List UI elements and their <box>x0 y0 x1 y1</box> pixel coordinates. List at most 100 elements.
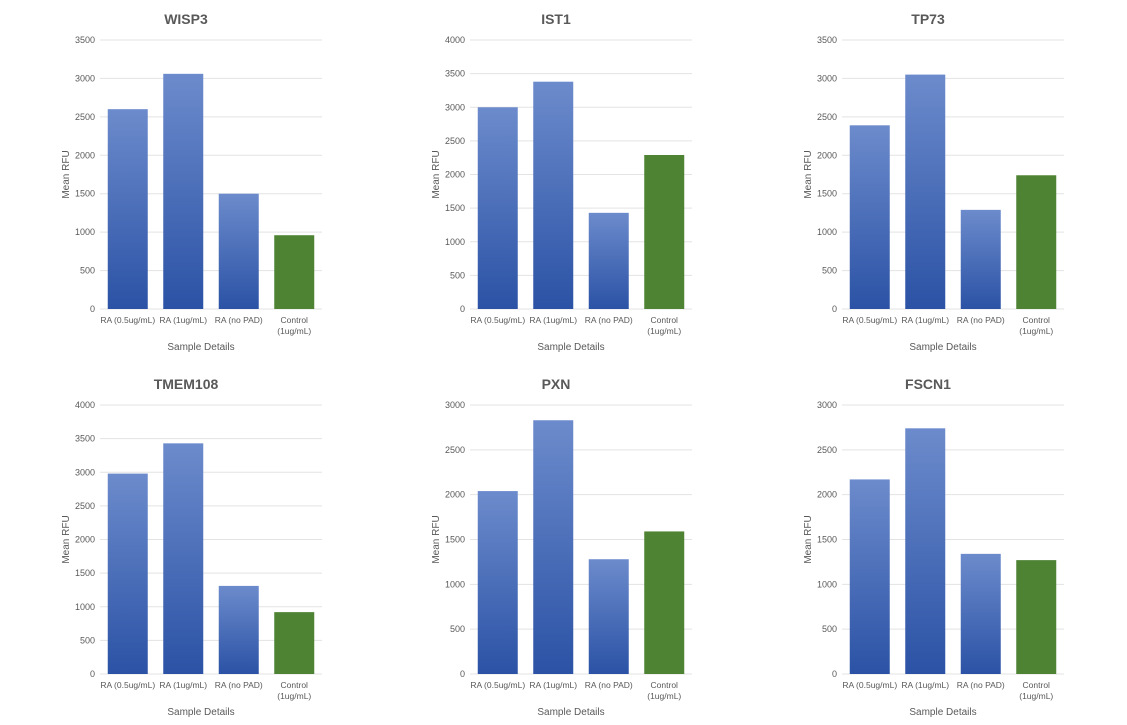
y-tick-label: 500 <box>450 624 465 634</box>
x-tick-label: RA (1ug/mL) <box>529 680 577 690</box>
x-axis-label: Sample Details <box>167 707 234 718</box>
y-tick-label: 4000 <box>445 35 465 45</box>
y-tick-label: 3500 <box>445 69 465 79</box>
y-tick-label: 0 <box>832 304 837 314</box>
chart-title: WISP3 <box>164 11 208 27</box>
bar <box>1016 175 1057 309</box>
x-tick-label: RA (0.5ug/mL) <box>470 315 525 325</box>
y-tick-label: 0 <box>90 304 95 314</box>
y-axis-label: Mean RFU <box>431 150 442 198</box>
x-axis-label: Sample Details <box>909 342 976 353</box>
chart-tp73: TP73 0 500 1000 1500 2000 2500 3000 3500 Mean RFU… <box>803 11 1064 353</box>
chart-pxn: PXN 0 500 1000 1500 2000 2500 3000 Mean RFU RA (0… <box>431 376 692 718</box>
y-tick-label: 3500 <box>75 35 95 45</box>
bar <box>588 212 629 309</box>
x-tick-label: Control (1ug/mL) <box>1019 680 1053 701</box>
y-tick-label: 3500 <box>75 434 95 444</box>
chart-title: IST1 <box>541 11 571 27</box>
y-tick-label: 0 <box>90 669 95 679</box>
y-tick-label: 500 <box>822 624 837 634</box>
chart-title: TMEM108 <box>154 376 219 392</box>
bar <box>274 612 315 674</box>
x-tick-label-line: (1ug/mL) <box>1019 326 1053 336</box>
y-tick-label: 3000 <box>75 467 95 477</box>
x-tick-label-line: Control <box>651 680 679 690</box>
bar <box>218 193 259 309</box>
y-tick-label: 2500 <box>817 112 837 122</box>
x-tick-label-line: Control <box>281 315 309 325</box>
y-axis-label: Mean RFU <box>803 515 814 563</box>
bar <box>588 559 629 674</box>
y-tick-label: 2000 <box>445 170 465 180</box>
x-axis-label: Sample Details <box>167 342 234 353</box>
x-tick-label-line: (1ug/mL) <box>1019 691 1053 701</box>
x-tick-label-line: (1ug/mL) <box>277 326 311 336</box>
x-tick-label: RA (no PAD) <box>585 315 633 325</box>
x-tick-label: RA (0.5ug/mL) <box>100 315 155 325</box>
y-axis-label: Mean RFU <box>803 150 814 198</box>
y-tick-label: 3000 <box>817 400 837 410</box>
x-tick-label: RA (1ug/mL) <box>529 315 577 325</box>
x-tick-label: Control (1ug/mL) <box>647 680 681 701</box>
y-tick-label: 2000 <box>817 490 837 500</box>
bar <box>274 235 315 309</box>
y-tick-label: 500 <box>450 270 465 280</box>
x-axis-label: Sample Details <box>909 707 976 718</box>
x-tick-label-line: Control <box>651 315 679 325</box>
x-tick-label-line: (1ug/mL) <box>647 326 681 336</box>
chart-title: FSCN1 <box>905 376 951 392</box>
bar <box>644 531 685 674</box>
x-tick-label: RA (1ug/mL) <box>159 680 207 690</box>
x-tick-label: Control (1ug/mL) <box>1019 315 1053 336</box>
x-tick-label: RA (no PAD) <box>957 315 1005 325</box>
y-tick-label: 0 <box>460 304 465 314</box>
y-tick-label: 3000 <box>817 73 837 83</box>
bar <box>905 428 946 674</box>
y-axis-label: Mean RFU <box>431 515 442 563</box>
bar <box>477 107 518 309</box>
y-axis-label: Mean RFU <box>61 515 72 563</box>
x-tick-label: Control (1ug/mL) <box>647 315 681 336</box>
bar <box>218 585 259 674</box>
y-tick-label: 1500 <box>817 189 837 199</box>
x-tick-label: RA (1ug/mL) <box>159 315 207 325</box>
x-tick-label: RA (no PAD) <box>957 680 1005 690</box>
y-tick-label: 1000 <box>445 579 465 589</box>
y-tick-label: 500 <box>822 266 837 276</box>
bar <box>644 154 685 309</box>
y-tick-label: 1000 <box>75 227 95 237</box>
chart-ist1: IST1 0 500 1000 1500 2000 2500 3000 3500 4000 Mean… <box>431 11 692 353</box>
y-tick-label: 2500 <box>445 445 465 455</box>
x-tick-label-line: Control <box>281 680 309 690</box>
bar <box>477 491 518 674</box>
bar <box>849 125 890 309</box>
chart-title: TP73 <box>911 11 945 27</box>
x-tick-label: RA (1ug/mL) <box>901 680 949 690</box>
x-tick-label: Control (1ug/mL) <box>277 680 311 701</box>
y-tick-label: 2000 <box>445 490 465 500</box>
bar <box>1016 560 1057 674</box>
x-tick-label: RA (no PAD) <box>215 315 263 325</box>
bar <box>960 209 1001 309</box>
y-tick-label: 4000 <box>75 400 95 410</box>
x-tick-label: Control (1ug/mL) <box>277 315 311 336</box>
x-tick-label: RA (0.5ug/mL) <box>470 680 525 690</box>
x-tick-label: RA (0.5ug/mL) <box>100 680 155 690</box>
y-tick-label: 2500 <box>75 112 95 122</box>
x-tick-label-line: Control <box>1023 680 1051 690</box>
x-axis-label: Sample Details <box>537 342 604 353</box>
x-tick-label: RA (0.5ug/mL) <box>842 680 897 690</box>
chart-tmem108: TMEM108 0 500 1000 1500 2000 2500 3000 3500 4000 M… <box>61 376 322 718</box>
y-tick-label: 1500 <box>75 568 95 578</box>
y-tick-label: 2000 <box>75 150 95 160</box>
y-tick-label: 3500 <box>817 35 837 45</box>
bar <box>163 443 204 674</box>
x-tick-label: RA (0.5ug/mL) <box>842 315 897 325</box>
x-tick-label-line: (1ug/mL) <box>647 691 681 701</box>
y-axis-label: Mean RFU <box>61 150 72 198</box>
y-tick-label: 1500 <box>817 535 837 545</box>
y-tick-label: 2500 <box>445 136 465 146</box>
x-tick-label: RA (1ug/mL) <box>901 315 949 325</box>
y-tick-label: 2000 <box>817 150 837 160</box>
